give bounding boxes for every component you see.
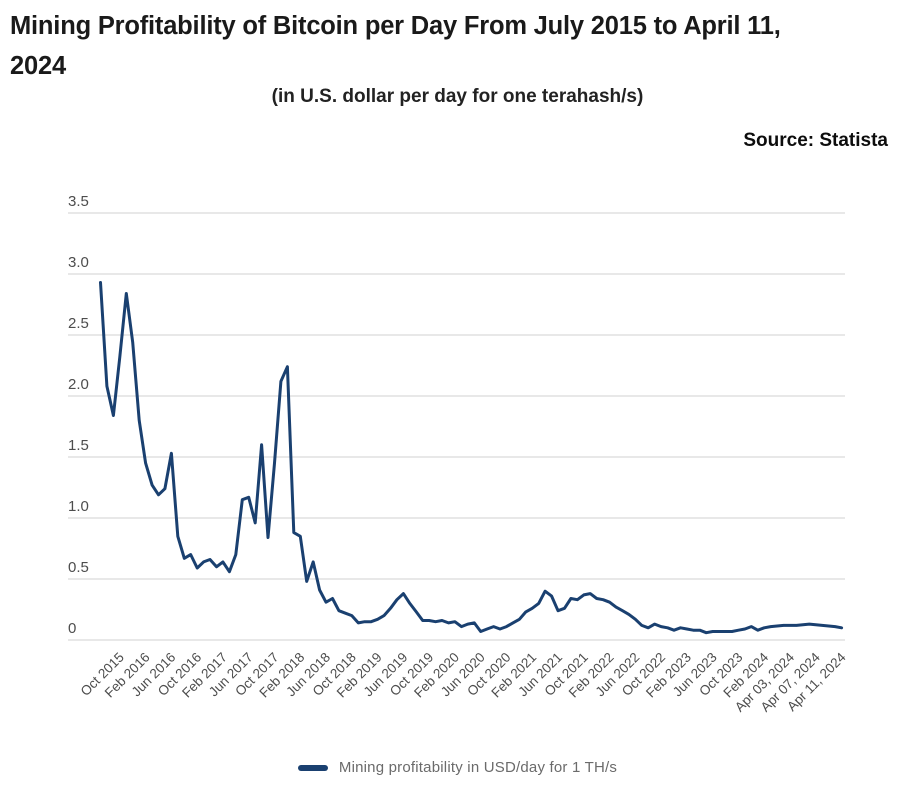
legend: Mining profitability in USD/day for 1 TH…	[0, 759, 915, 776]
y-axis-tick-label: 0	[68, 620, 76, 637]
chart-title: Mining Profitability of Bitcoin per Day …	[10, 12, 781, 80]
chart-subtitle: (in U.S. dollar per day for one terahash…	[271, 86, 644, 107]
y-axis-tick-label: 3.5	[68, 193, 89, 210]
y-axis-tick-label: 0.5	[68, 559, 89, 576]
y-axis-tick-label: 3.0	[68, 254, 89, 271]
y-axis-labels: 3.5 3.0 2.5 2.0 1.5 1.0 0.5 0	[68, 193, 89, 637]
source-credit: Source: Statista	[743, 130, 888, 151]
y-axis-tick-label: 2.5	[68, 315, 89, 332]
y-axis-tick-label: 2.0	[68, 376, 89, 393]
y-gridlines	[68, 212, 845, 641]
legend-line-swatch	[297, 764, 328, 771]
profitability-line	[99, 281, 844, 635]
y-axis-tick-label: 1.5	[68, 437, 89, 454]
y-axis-tick-label: 1.0	[68, 498, 89, 515]
data-series-line	[99, 281, 844, 635]
legend-label: Mining profitability in USD/day for 1 TH…	[338, 759, 618, 776]
